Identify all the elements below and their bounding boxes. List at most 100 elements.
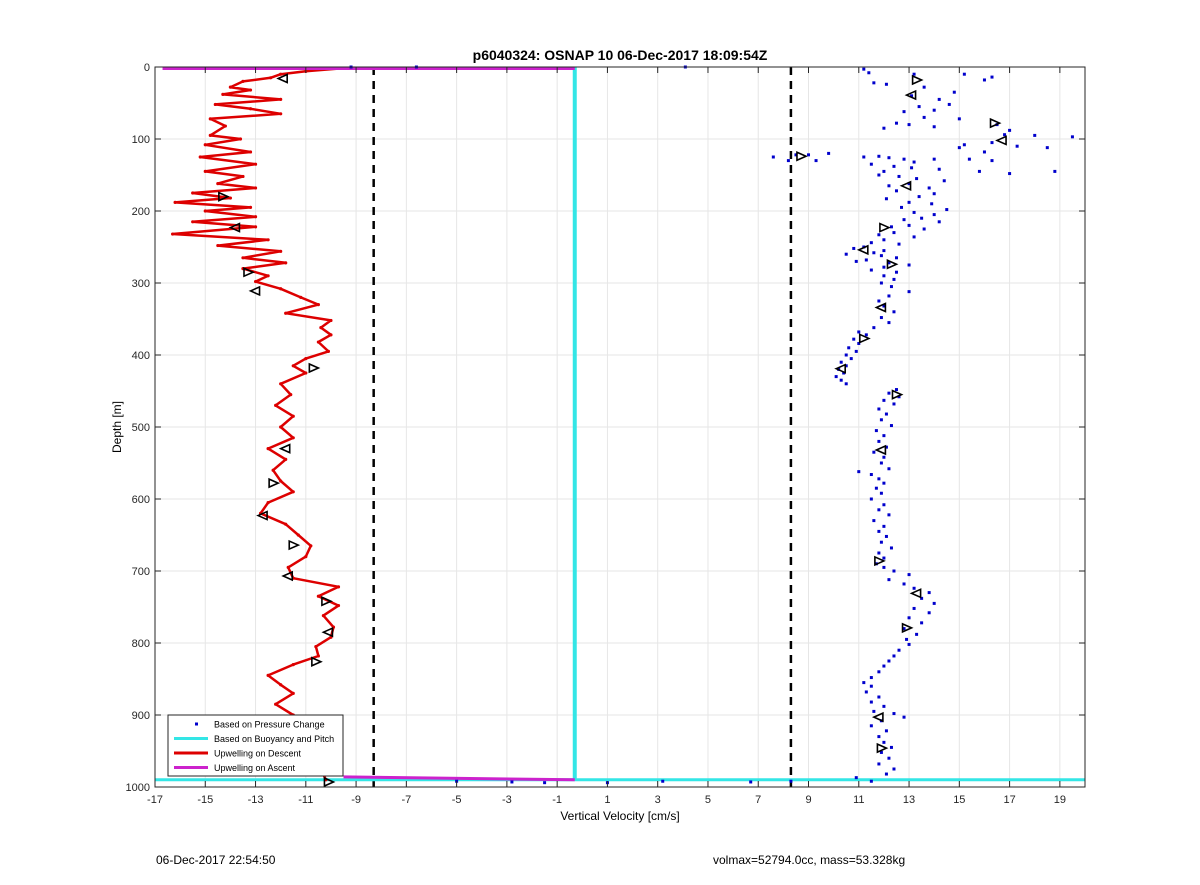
pressure-point [869, 162, 873, 166]
descent-line [171, 67, 342, 781]
pressure-point [872, 326, 876, 330]
pressure-point [661, 779, 665, 783]
pressure-point [882, 238, 886, 242]
pressure-point [862, 67, 866, 71]
x-tick-label: 5 [705, 794, 711, 806]
descent-point [289, 393, 293, 397]
pressure-point [879, 418, 883, 422]
descent-point [316, 594, 320, 598]
pressure-point [1015, 144, 1019, 148]
pressure-point [1053, 169, 1057, 173]
pressure-point [839, 360, 843, 364]
descent-point [241, 256, 245, 260]
x-tick-label: 15 [953, 794, 965, 806]
y-tick-label: 0 [144, 62, 150, 74]
pressure-point [847, 346, 851, 350]
descent-point [326, 349, 331, 353]
pressure-point [1003, 133, 1007, 137]
legend-label: Based on Buoyancy and Pitch [214, 734, 334, 744]
descent-point [316, 340, 320, 344]
pressure-point [882, 126, 886, 130]
pressure-point [879, 540, 883, 544]
pressure-point [889, 285, 893, 289]
pressure-point [1033, 133, 1037, 137]
descent-point [266, 447, 270, 451]
pressure-point [887, 467, 891, 471]
descent-point [216, 243, 220, 248]
pressure-point [927, 591, 931, 595]
descent-point [329, 333, 333, 337]
pressure-point [907, 290, 911, 294]
pressure-point [1070, 135, 1074, 139]
pressure-point [842, 371, 846, 375]
pressure-point [937, 167, 941, 171]
pressure-point [882, 524, 886, 528]
pressure-point [920, 596, 924, 600]
pressure-point [1045, 146, 1049, 150]
descent-point [208, 133, 212, 137]
x-tick-label: -17 [147, 794, 163, 806]
descent-point [279, 683, 283, 687]
pressure-point [922, 115, 926, 119]
descent-point [253, 162, 258, 166]
pressure-point [894, 388, 898, 392]
descent-point [284, 311, 288, 315]
y-tick-label: 600 [132, 494, 150, 506]
pressure-point [894, 189, 898, 193]
pressure-point [889, 225, 893, 229]
descent-point [291, 414, 295, 418]
descent-point [221, 92, 225, 96]
x-tick-label: -11 [298, 794, 313, 806]
pressure-point [834, 375, 838, 379]
pressure-point [844, 353, 848, 357]
pressure-point [872, 251, 876, 255]
pressure-point [907, 182, 911, 186]
pressure-point [932, 192, 936, 196]
descent-point [191, 191, 195, 195]
descent-point [284, 261, 288, 265]
descent-point [253, 225, 258, 229]
pressure-point [922, 85, 926, 89]
pressure-marker [891, 389, 904, 400]
descent-point [248, 150, 253, 154]
legend: Based on Pressure Change Based on Buoyanc… [167, 714, 344, 777]
pressure-point [882, 169, 886, 173]
pressure-point [905, 637, 909, 641]
pressure-point [892, 402, 896, 406]
descent-point [279, 72, 283, 76]
pressure-point [882, 249, 886, 253]
pressure-point [877, 407, 881, 411]
descent-point [336, 585, 341, 589]
pressure-marker [886, 259, 899, 270]
pressure-point [915, 177, 919, 181]
pressure-point [912, 72, 916, 76]
pressure-point [882, 434, 886, 438]
descent-point [203, 209, 207, 213]
pressure-point [887, 513, 891, 517]
descent-point [314, 645, 318, 649]
x-tick-label: 11 [853, 794, 864, 806]
pressure-point [892, 712, 896, 716]
pressure-point [879, 281, 883, 285]
descent-point [284, 457, 288, 461]
descent-point [291, 364, 295, 368]
pressure-point [882, 740, 886, 744]
pressure-marker [871, 711, 884, 723]
descent-marker [311, 656, 323, 667]
pressure-point [922, 227, 926, 231]
pressure-point [930, 202, 934, 206]
x-tick-label: -5 [452, 794, 462, 806]
descent-point [316, 654, 320, 658]
descent-marker [276, 73, 288, 84]
pressure-point [877, 299, 881, 303]
descent-point [321, 614, 326, 618]
pressure-point [887, 321, 891, 325]
pressure-point [962, 72, 966, 76]
pressure-point [884, 534, 888, 538]
pressure-point [900, 205, 904, 209]
descent-point [279, 112, 283, 116]
pressure-point [844, 252, 848, 256]
descent-point [248, 205, 253, 209]
descent-point [291, 490, 295, 494]
descent-point [304, 555, 308, 559]
